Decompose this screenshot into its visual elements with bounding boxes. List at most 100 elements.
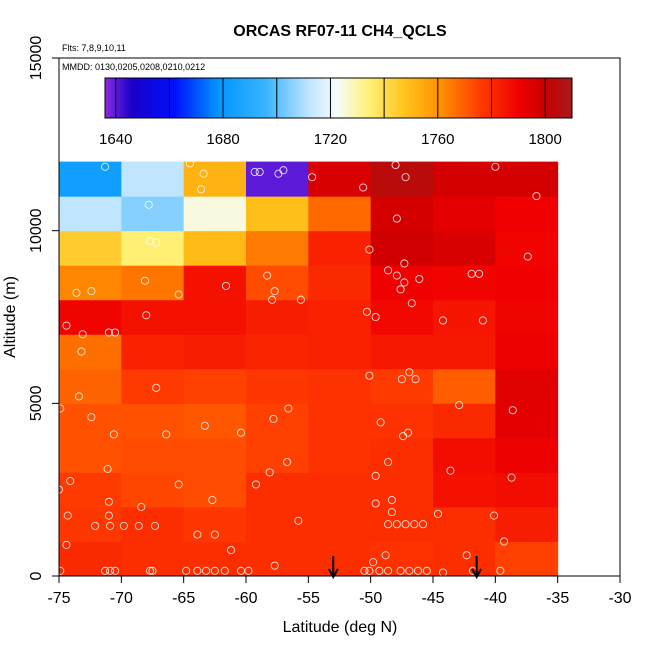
heatmap-cell xyxy=(59,437,122,473)
heatmap-cell xyxy=(433,230,496,266)
heatmap-cell xyxy=(183,230,247,266)
sample-point xyxy=(244,566,253,575)
sample-point xyxy=(56,404,65,413)
heatmap-cell xyxy=(183,161,247,197)
sample-point xyxy=(371,471,380,480)
sample-point xyxy=(255,167,264,177)
heatmap-cell xyxy=(370,541,434,577)
heatmap-cell xyxy=(121,403,185,439)
sample-point xyxy=(62,321,71,330)
sample-point xyxy=(134,521,143,530)
sample-point xyxy=(365,245,374,254)
sample-point xyxy=(56,566,65,575)
heatmap-cell xyxy=(121,196,185,232)
sample-point xyxy=(446,466,455,475)
heatmap-cell xyxy=(246,196,309,232)
sample-point xyxy=(400,278,409,287)
sample-point xyxy=(174,290,183,299)
sample-point xyxy=(144,200,153,209)
sample-point xyxy=(391,161,400,170)
heatmap-cell xyxy=(370,299,434,335)
sample-point xyxy=(384,520,393,529)
sample-point xyxy=(137,502,146,511)
heatmap-cell xyxy=(433,368,496,404)
x-tick-label: -65 xyxy=(172,590,195,607)
sample-point xyxy=(101,566,110,575)
heatmap-cell xyxy=(370,265,434,301)
heatmap-cell xyxy=(59,230,122,266)
sample-points xyxy=(54,159,541,577)
y-axis: 0 5000 10000 15000 xyxy=(28,36,60,580)
sample-point xyxy=(418,520,428,529)
sample-point xyxy=(283,457,292,467)
heatmap-cell xyxy=(495,299,559,335)
sample-point xyxy=(392,271,401,280)
heatmap-cell xyxy=(121,506,185,542)
heatmap-cell xyxy=(308,265,372,301)
sample-point xyxy=(507,473,516,482)
sample-point xyxy=(475,269,484,278)
colorbar-tick-label: 1720 xyxy=(314,131,347,148)
sample-point xyxy=(87,413,96,422)
sample-point xyxy=(109,430,118,439)
heatmap-cell xyxy=(308,161,372,197)
heatmap-cell xyxy=(370,334,434,370)
sample-point xyxy=(407,299,416,308)
heatmap-cell xyxy=(246,368,309,404)
sample-point xyxy=(400,259,409,268)
sample-point xyxy=(433,509,443,518)
heatmap-cell xyxy=(308,368,372,404)
sample-point xyxy=(308,173,317,182)
heatmap-cell xyxy=(370,368,434,404)
heatmap-cell xyxy=(246,161,309,197)
sample-point xyxy=(438,316,448,325)
dates-note: MMDD: 0130,0205,0208,0210,0212 xyxy=(62,62,205,72)
sample-point xyxy=(142,311,151,320)
heatmap-cell xyxy=(308,299,372,335)
heatmap-cell xyxy=(433,161,496,197)
sample-point xyxy=(185,159,194,168)
sample-point xyxy=(384,266,393,275)
arrow-marker xyxy=(327,556,339,580)
sample-point xyxy=(200,421,209,430)
heatmap-cell xyxy=(495,541,559,577)
heatmap-cell xyxy=(495,368,559,404)
heatmap-cell xyxy=(433,506,496,542)
heatmap-cell xyxy=(59,368,122,404)
x-tick-label: -45 xyxy=(421,590,444,607)
y-axis-label: Altitude (m) xyxy=(2,276,19,358)
sample-point xyxy=(496,566,505,575)
heatmap-cell xyxy=(183,196,247,232)
sample-point xyxy=(62,540,71,549)
sample-point xyxy=(182,566,191,575)
sample-point xyxy=(523,252,532,261)
heatmap-cell xyxy=(308,334,372,370)
heatmap-cell xyxy=(121,472,185,508)
heatmap-cell xyxy=(121,299,185,335)
x-tick-label: -60 xyxy=(234,590,257,607)
sample-point xyxy=(508,406,517,415)
sample-point xyxy=(106,521,115,530)
sample-point xyxy=(411,375,420,384)
sample-point xyxy=(371,499,380,508)
heatmap-cell xyxy=(246,265,309,301)
chart-title: ORCAS RF07-11 CH4_QCLS xyxy=(233,23,447,40)
y-tick-label: 5000 xyxy=(28,385,45,421)
x-tick-label: -40 xyxy=(484,590,507,607)
x-axis-label: Latitude (deg N) xyxy=(283,619,398,636)
sample-point xyxy=(104,497,113,506)
heatmap-cell xyxy=(59,196,122,232)
x-tick-label: -35 xyxy=(546,590,569,607)
sample-point xyxy=(365,371,374,380)
sample-point xyxy=(490,511,499,520)
x-tick-label: -30 xyxy=(608,590,631,607)
sample-point xyxy=(106,566,115,575)
heatmap-cell xyxy=(183,368,247,404)
heatmap-cell xyxy=(121,230,185,266)
arrow-marker xyxy=(471,556,483,580)
sample-point xyxy=(422,566,431,575)
sample-point xyxy=(268,295,277,304)
heatmap-cell xyxy=(59,541,122,577)
heatmap-cells xyxy=(59,161,559,577)
